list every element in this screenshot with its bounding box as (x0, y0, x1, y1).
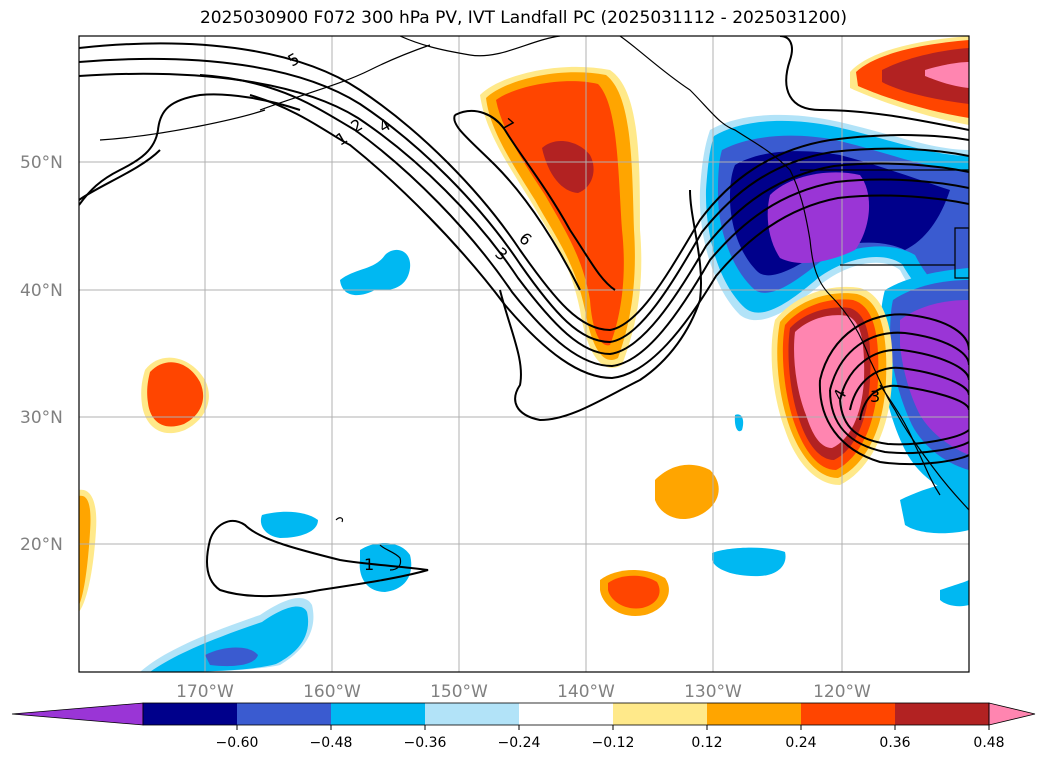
lat-label-30n: 30°N (20, 408, 63, 428)
contour-label: 1 (364, 555, 374, 574)
colorbar-bin (331, 703, 426, 725)
colorbar: −0.60 −0.48 −0.36 −0.24 −0.12 0.12 0.24 0.36 0.4… (11, 702, 1036, 751)
lon-label-160w: 160°W (303, 682, 361, 702)
lon-label-170w: 170°W (176, 682, 234, 702)
negative-anomaly-southwest (880, 268, 969, 500)
colorbar-bin (895, 703, 990, 725)
lon-label-120w: 120°W (813, 682, 871, 702)
coastlines (99, 36, 969, 571)
colorbar-frame (142, 702, 990, 726)
colorbar-bin (237, 703, 332, 725)
colorbar-extend-min (11, 702, 144, 726)
lat-label-40n: 40°N (20, 281, 63, 301)
colorbar-bin (707, 703, 802, 725)
chart-title: 2025030900 F072 300 hPa PV, IVT Landfall… (199, 8, 847, 28)
lon-label-140w: 140°W (557, 682, 615, 702)
lon-label-130w: 130°W (684, 682, 742, 702)
colorbar-extend-max (988, 702, 1036, 726)
lat-label-50n: 50°N (20, 153, 63, 173)
colorbar-bin (801, 703, 896, 725)
colorbar-tick-label: −0.48 (310, 735, 353, 751)
colorbar-tick-label: −0.12 (592, 735, 635, 751)
positive-anomaly-gulf (480, 66, 642, 368)
map-frame (78, 35, 970, 673)
colorbar-bin (613, 703, 708, 725)
positive-anomaly-northeast (850, 36, 969, 125)
colorbar-tick-label: −0.24 (498, 735, 541, 751)
colorbar-bin (143, 703, 238, 725)
gridlines (79, 36, 969, 672)
colorbar-tick-label: −0.36 (404, 735, 447, 751)
latitude-labels: 50°N 40°N 30°N 20°N (20, 153, 63, 555)
lat-label-20n: 20°N (20, 535, 63, 555)
colorbar-tick-label: 0.48 (973, 735, 1004, 751)
colorbar-tick-label: 0.24 (785, 735, 816, 751)
minor-anomaly-blobs (79, 249, 969, 672)
colorbar-tick-label: 0.36 (879, 735, 910, 751)
colorbar-tick-label: −0.60 (216, 735, 259, 751)
colorbar-bin (425, 703, 520, 725)
colorbar-tick-label: 0.12 (691, 735, 722, 751)
lon-label-150w: 150°W (430, 682, 488, 702)
longitude-labels: 170°W 160°W 150°W 140°W 130°W 120°W (176, 682, 871, 702)
map-panel: 5 2 4 1 7 6 3 1 4 3 (79, 36, 969, 672)
colorbar-bin (519, 703, 614, 725)
contour-label: 3 (870, 387, 880, 406)
pv-contours (79, 36, 969, 598)
